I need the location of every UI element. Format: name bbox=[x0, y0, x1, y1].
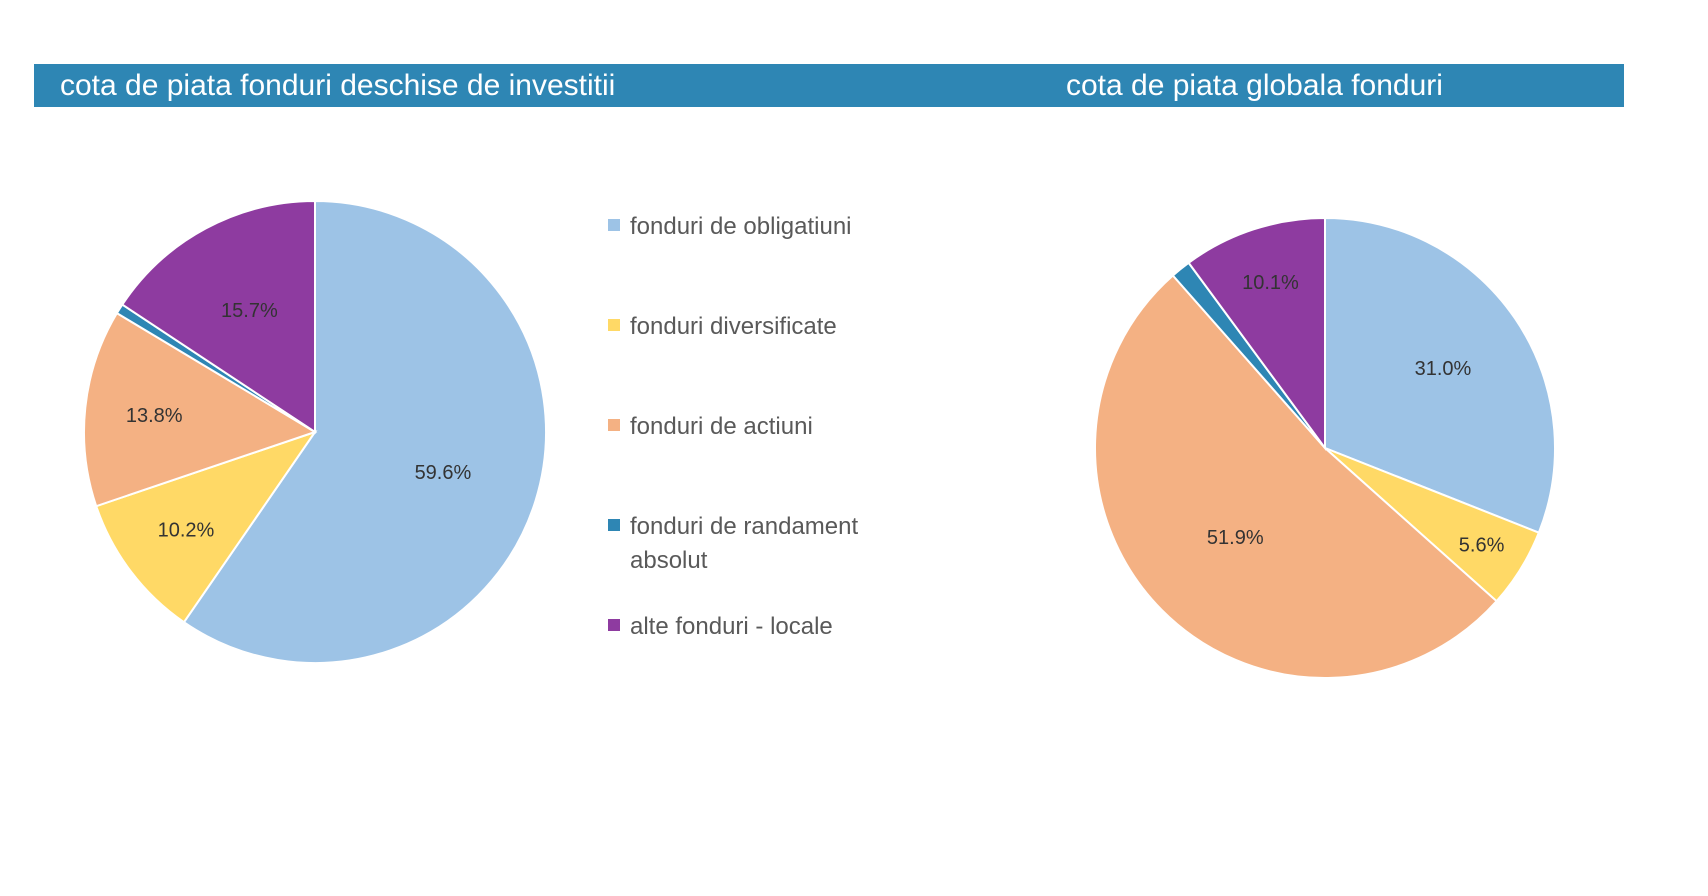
legend-swatch bbox=[608, 219, 620, 231]
legend-label: fonduri de randament absolut bbox=[630, 513, 859, 574]
right-pie-slice-alte-fonduri bbox=[1187, 216, 1326, 452]
right-pie-label-obligatiuni: 31.0% bbox=[1415, 358, 1472, 380]
left-pie-label-diversificate: 10.2% bbox=[158, 519, 215, 541]
legend-swatch bbox=[608, 319, 620, 331]
legend-label: alte fonduri - locale bbox=[630, 613, 833, 640]
left-pie-slice-obligatiuni bbox=[182, 199, 547, 664]
legend-label: fonduri de actiuni bbox=[630, 413, 813, 440]
left-pie-slice-diversificate bbox=[94, 430, 318, 624]
header-bar: cota de piata fonduri deschise de invest… bbox=[34, 64, 1624, 107]
right-pie-label-actiuni: 51.9% bbox=[1207, 527, 1264, 549]
left-pie-slice-alte-fonduri bbox=[120, 199, 316, 434]
legend-swatch bbox=[608, 619, 620, 631]
legend-swatch bbox=[608, 519, 620, 531]
right-pie-chart: 31.0% 5.6% 51.9% 10.1% bbox=[1094, 216, 1557, 679]
left-pie-label-obligatiuni: 59.6% bbox=[415, 462, 472, 484]
left-pie-label-actiuni: 13.8% bbox=[126, 405, 183, 427]
left-chart-title: cota de piata fonduri deschise de invest… bbox=[60, 69, 616, 102]
left-pie-label-alte-fonduri: 15.7% bbox=[221, 300, 278, 322]
left-pie-slice-actiuni bbox=[83, 311, 318, 508]
legend-label: fonduri diversificate bbox=[630, 313, 837, 340]
right-pie-slice-obligatiuni bbox=[1324, 216, 1557, 534]
right-pie-slice-actiuni bbox=[1094, 274, 1498, 679]
right-chart-title: cota de piata globala fonduri bbox=[1066, 69, 1443, 102]
legend-label: fonduri de obligatiuni bbox=[630, 213, 852, 240]
right-pie-label-alte-fonduri: 10.1% bbox=[1242, 272, 1299, 294]
legend-swatch bbox=[608, 419, 620, 431]
left-pie-chart: 59.6% 10.2% 13.8% 15.7% bbox=[83, 199, 547, 664]
right-pie-label-diversificate: 5.6% bbox=[1459, 535, 1505, 557]
